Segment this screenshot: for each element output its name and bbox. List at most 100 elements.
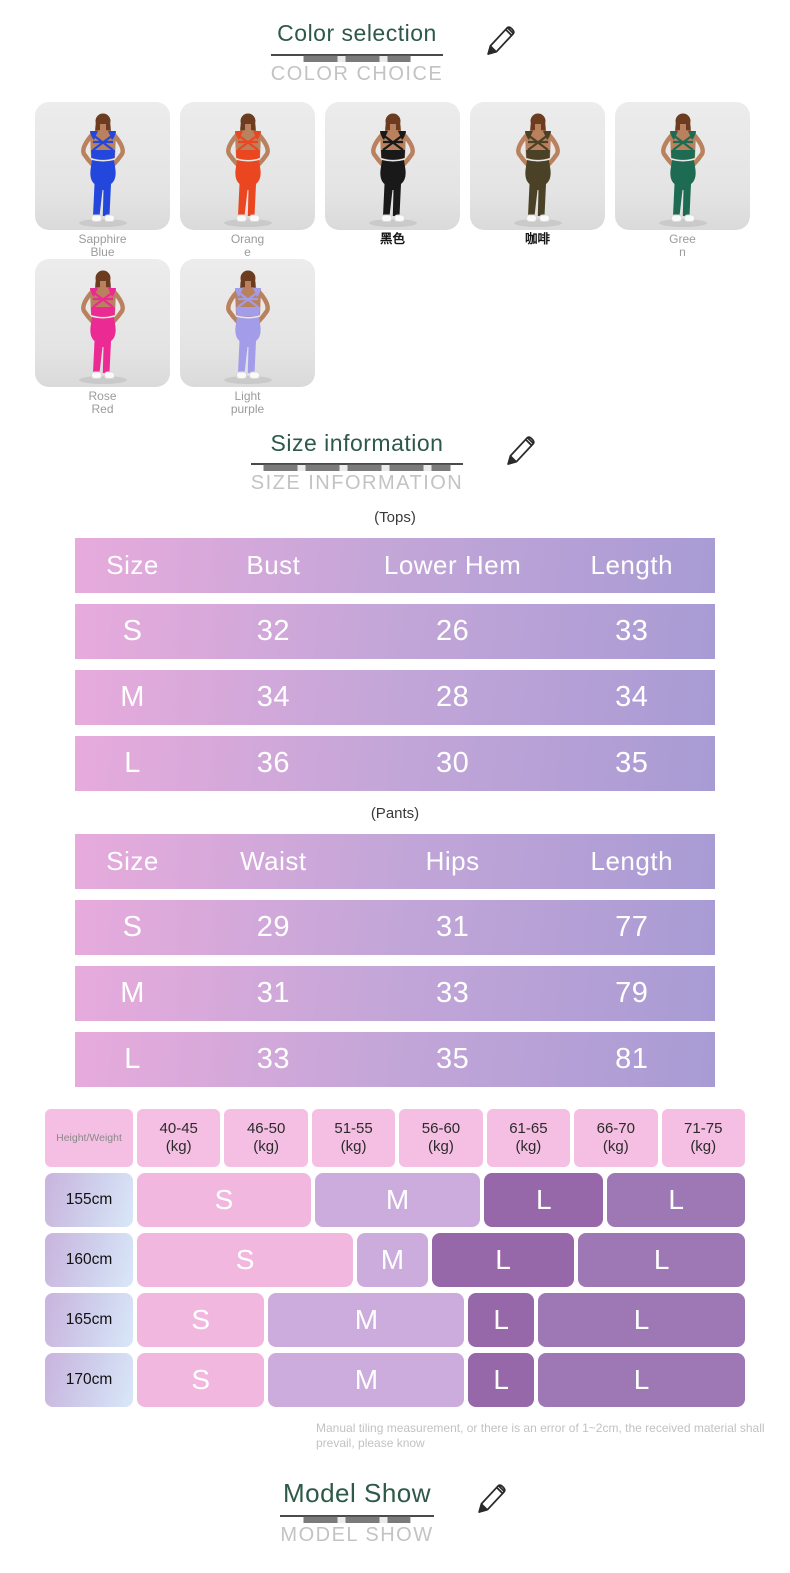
title-underline (270, 53, 444, 62)
matrix-size-cell: S (137, 1293, 265, 1348)
model-photo (223, 113, 272, 227)
table-cell: 34 (256, 681, 291, 714)
table-cell: 32 (256, 615, 291, 648)
table-cell: M (120, 977, 145, 1010)
swatch-row: Sapphire Blue Orang e 黑色 (35, 101, 790, 259)
table-cell: M (120, 681, 145, 714)
table-row: L 33 35 81 (75, 1032, 715, 1088)
matrix-column-header: 66-70 (kg) (574, 1109, 658, 1168)
table-cell: S (122, 911, 143, 944)
color-label: Rose Red (88, 388, 117, 416)
size-information-header: Size information SIZE INFORMATION (0, 416, 790, 496)
table-row: M 31 33 79 (75, 966, 715, 1022)
swatch-image[interactable] (35, 258, 170, 387)
table-cell: 29 (256, 911, 291, 944)
color-swatch-黑色[interactable]: 黑色 (325, 101, 460, 259)
matrix-row-label: 170cm (45, 1353, 133, 1408)
section-title: Model Show (282, 1477, 432, 1508)
table-cell: 33 (435, 977, 470, 1010)
matrix-header-row: Height/Weight 40-45 (kg) 46-50 (kg) 51-55 (… (45, 1109, 745, 1168)
swatch-image[interactable] (35, 101, 170, 230)
matrix-size-cell: L (537, 1353, 745, 1408)
table-header-cell: Hips (425, 846, 480, 877)
tops-caption: (Tops) (374, 509, 416, 527)
pencil-icon (472, 1480, 510, 1523)
matrix-size-cell: M (268, 1293, 465, 1348)
matrix-row-label: 165cm (45, 1293, 133, 1348)
table-header-cell: Lower Hem (383, 550, 522, 581)
color-label: Orang e (230, 231, 265, 259)
model-photo (78, 270, 127, 384)
color-label: Sapphire Blue (78, 231, 127, 259)
section-subtitle: SIZE INFORMATION (250, 472, 464, 495)
matrix-size-cell: S (137, 1353, 265, 1408)
section-subtitle: COLOR CHOICE (270, 62, 444, 85)
matrix-column-header: 56-60 (kg) (399, 1109, 483, 1168)
table-cell: 81 (615, 1043, 649, 1076)
table-cell: 36 (256, 747, 291, 780)
color-label: Gree n (669, 231, 696, 259)
pencil-icon (501, 432, 539, 475)
color-label: Light purple (230, 388, 265, 416)
matrix-size-cell: L (607, 1173, 745, 1228)
table-cell: 33 (615, 615, 649, 648)
table-row: M 34 28 34 (75, 670, 715, 726)
table-row: S 29 31 77 (75, 900, 715, 956)
pants-caption: (Pants) (370, 805, 420, 823)
section-subtitle: MODEL SHOW (280, 1524, 434, 1547)
color-swatch-咖啡[interactable]: 咖啡 (470, 101, 605, 259)
table-cell: S (122, 615, 143, 648)
matrix-row-label: 160cm (45, 1233, 133, 1288)
size-chart-matrix: Height/Weight 40-45 (kg) 46-50 (kg) 51-55 (… (45, 1109, 745, 1408)
table-header-cell: Waist (240, 846, 307, 877)
color-swatch-rose-red[interactable]: Rose Red (35, 258, 170, 416)
matrix-size-cell: S (137, 1233, 354, 1288)
color-label: 黑色 (379, 231, 405, 246)
swatch-image[interactable] (615, 101, 750, 230)
color-swatch-orang-e[interactable]: Orang e (180, 101, 315, 259)
matrix-size-cell: L (537, 1293, 745, 1348)
matrix-row: 160cm S M L L (45, 1233, 745, 1288)
table-header-cell: Length (590, 550, 674, 581)
matrix-size-cell: M (357, 1233, 428, 1288)
matrix-size-cell: L (431, 1233, 575, 1288)
matrix-size-cell: L (468, 1293, 534, 1348)
table-cell: 31 (256, 977, 291, 1010)
pants-size-table: Size Waist Hips Length S 29 31 77 M 31 33 79 L 33 35 81 (75, 834, 715, 1088)
color-swatch-light-purple[interactable]: Light purple (180, 258, 315, 416)
matrix-size-cell: L (484, 1173, 604, 1228)
table-cell: 26 (435, 615, 470, 648)
color-swatch-grid: Sapphire Blue Orang e 黑色 (0, 101, 790, 416)
model-photo (513, 113, 562, 227)
matrix-row: 165cm S M L L (45, 1293, 745, 1348)
table-cell: L (124, 1043, 141, 1076)
color-label: 咖啡 (524, 231, 550, 246)
table-cell: 79 (615, 977, 649, 1010)
table-cell: 30 (435, 747, 470, 780)
swatch-row: Rose Red Light purple (35, 258, 790, 416)
table-cell: L (124, 747, 141, 780)
swatch-image[interactable] (470, 101, 605, 230)
matrix-column-header: 71-75 (kg) (661, 1109, 745, 1168)
color-swatch-gree-n[interactable]: Gree n (615, 101, 750, 259)
table-header-cell: Bust (246, 550, 301, 581)
table-cell: 28 (435, 681, 470, 714)
title-underline (250, 463, 464, 472)
table-header-cell: Size (106, 550, 159, 581)
swatch-image[interactable] (180, 101, 315, 230)
matrix-column-header: 51-55 (kg) (311, 1109, 396, 1168)
section-title: Size information (270, 429, 444, 456)
model-show-header: Model Show MODEL SHOW (0, 1450, 790, 1547)
table-cell: 35 (615, 747, 649, 780)
table-cell: 31 (435, 911, 470, 944)
table-cell: 34 (615, 681, 649, 714)
tops-size-table: Size Bust Lower Hem Length S 32 26 33 M 34 28 34 L 36… (75, 538, 715, 792)
matrix-row: 170cm S M L L (45, 1353, 745, 1408)
section-title: Color selection (277, 20, 437, 46)
table-cell: 35 (435, 1043, 470, 1076)
swatch-image[interactable] (325, 101, 460, 230)
color-swatch-sapphire-blue[interactable]: Sapphire Blue (35, 101, 170, 259)
table-header-row: Size Bust Lower Hem Length (75, 538, 715, 594)
swatch-image[interactable] (180, 258, 315, 387)
matrix-size-cell: M (268, 1353, 465, 1408)
